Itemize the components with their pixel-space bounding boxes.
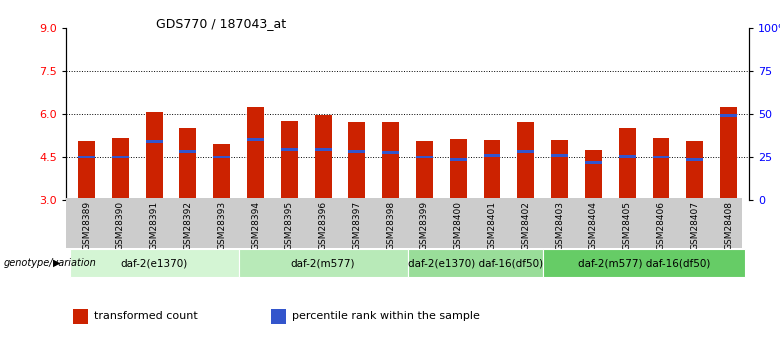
Text: GSM28396: GSM28396 bbox=[318, 201, 328, 250]
Text: GSM28403: GSM28403 bbox=[555, 201, 564, 250]
Bar bbox=[78, 156, 95, 158]
Text: GSM28401: GSM28401 bbox=[488, 201, 497, 250]
Text: genotype/variation: genotype/variation bbox=[4, 258, 97, 268]
Bar bbox=[585, 150, 602, 200]
Bar bbox=[720, 114, 737, 117]
Bar bbox=[653, 138, 669, 200]
Text: daf-2(e1370): daf-2(e1370) bbox=[121, 258, 188, 268]
Text: GSM28393: GSM28393 bbox=[217, 201, 226, 250]
Bar bbox=[247, 138, 264, 141]
Bar bbox=[619, 128, 636, 200]
Bar bbox=[112, 156, 129, 158]
Text: percentile rank within the sample: percentile rank within the sample bbox=[292, 311, 480, 321]
Bar bbox=[382, 151, 399, 154]
Text: GSM28407: GSM28407 bbox=[690, 201, 699, 250]
Text: daf-2(m577) daf-16(df50): daf-2(m577) daf-16(df50) bbox=[578, 258, 711, 268]
Bar bbox=[484, 140, 501, 200]
Bar bbox=[450, 139, 466, 200]
Bar bbox=[517, 122, 534, 200]
Bar bbox=[551, 154, 568, 157]
Text: GSM28395: GSM28395 bbox=[285, 201, 294, 250]
Bar bbox=[349, 122, 365, 200]
Text: GSM28390: GSM28390 bbox=[116, 201, 125, 250]
Bar bbox=[73, 309, 88, 324]
Bar bbox=[314, 148, 332, 151]
Bar bbox=[450, 158, 466, 161]
Bar bbox=[543, 249, 746, 277]
Text: GSM28389: GSM28389 bbox=[82, 201, 91, 250]
Bar bbox=[382, 122, 399, 200]
Bar bbox=[112, 138, 129, 200]
Bar bbox=[271, 309, 286, 324]
Bar bbox=[517, 150, 534, 153]
Bar bbox=[179, 150, 197, 152]
Bar bbox=[247, 107, 264, 200]
Bar bbox=[686, 158, 704, 161]
Text: daf-2(e1370) daf-16(df50): daf-2(e1370) daf-16(df50) bbox=[408, 258, 543, 268]
Bar bbox=[720, 107, 737, 200]
Bar bbox=[349, 150, 365, 152]
Text: daf-2(m577): daf-2(m577) bbox=[291, 258, 356, 268]
Bar bbox=[281, 148, 298, 151]
Text: GSM28397: GSM28397 bbox=[353, 201, 361, 250]
Text: GSM28398: GSM28398 bbox=[386, 201, 395, 250]
Text: GSM28392: GSM28392 bbox=[183, 201, 193, 250]
Bar bbox=[484, 154, 501, 157]
Text: GSM28405: GSM28405 bbox=[622, 201, 632, 250]
Bar bbox=[653, 156, 669, 158]
Text: GSM28404: GSM28404 bbox=[589, 201, 598, 250]
Text: GSM28408: GSM28408 bbox=[724, 201, 733, 250]
Text: GSM28394: GSM28394 bbox=[251, 201, 260, 250]
Bar bbox=[239, 249, 407, 277]
Bar bbox=[146, 140, 162, 142]
Bar bbox=[213, 144, 230, 200]
Bar bbox=[407, 249, 543, 277]
Bar bbox=[416, 141, 433, 200]
Bar bbox=[416, 156, 433, 158]
Text: GSM28400: GSM28400 bbox=[454, 201, 463, 250]
Text: GSM28399: GSM28399 bbox=[420, 201, 429, 250]
Bar bbox=[213, 156, 230, 158]
Text: GSM28391: GSM28391 bbox=[150, 201, 158, 250]
Bar bbox=[551, 140, 568, 200]
Text: transformed count: transformed count bbox=[94, 311, 197, 321]
Bar bbox=[69, 249, 239, 277]
Bar bbox=[686, 141, 704, 200]
Bar bbox=[314, 115, 332, 200]
Bar bbox=[585, 161, 602, 164]
Bar bbox=[619, 155, 636, 158]
Bar bbox=[179, 128, 197, 200]
Bar bbox=[146, 112, 162, 200]
Bar bbox=[78, 141, 95, 200]
Text: GSM28402: GSM28402 bbox=[521, 201, 530, 250]
Text: GSM28406: GSM28406 bbox=[657, 201, 665, 250]
Text: ▶: ▶ bbox=[53, 258, 61, 268]
Bar bbox=[281, 121, 298, 200]
Text: GDS770 / 187043_at: GDS770 / 187043_at bbox=[156, 17, 286, 30]
